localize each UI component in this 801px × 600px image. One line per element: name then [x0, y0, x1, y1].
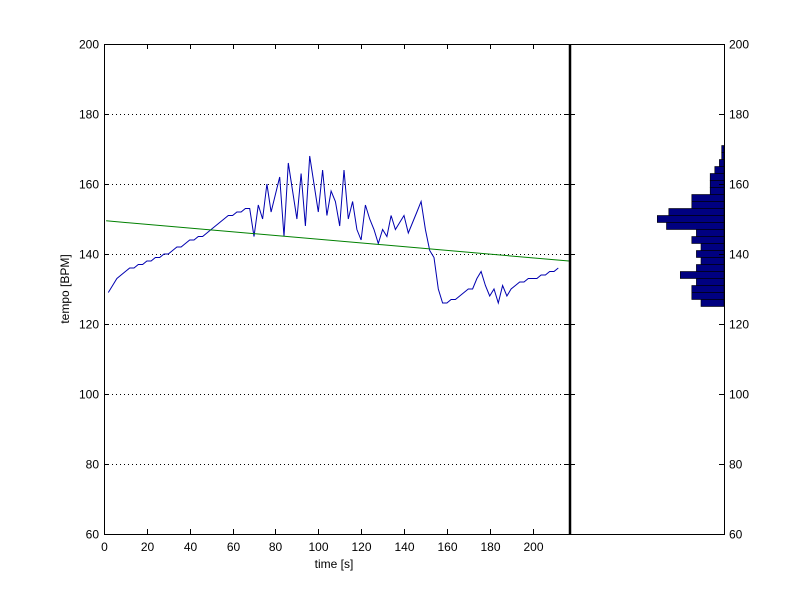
y-tick-label: 60: [86, 528, 100, 542]
histogram-bars: [656, 145, 725, 307]
hist-y-tick-label: 120: [729, 318, 749, 332]
main-plot-lines: [106, 155, 570, 305]
histogram-bar: [668, 208, 725, 216]
histogram-bar: [700, 257, 725, 265]
x-tick-label: 40: [184, 540, 198, 554]
hist-y-tick-label: 180: [729, 108, 749, 122]
y-tick-label: 160: [79, 178, 99, 192]
y-tick-label: 140: [79, 248, 99, 262]
histogram-bar: [656, 215, 725, 223]
histogram-bar: [666, 222, 725, 230]
hist-y-tick-label: 140: [729, 248, 749, 262]
histogram-bar: [709, 173, 725, 181]
histogram-bar: [679, 271, 725, 279]
x-tick-label: 80: [269, 540, 283, 554]
hist-y-tick-label: 100: [729, 388, 749, 402]
main-plot-frame: [104, 44, 570, 535]
main-y-axis: 60 80 100 120 140 160 180 200: [79, 38, 569, 542]
hist-y-tick-label: 60: [729, 528, 743, 542]
histogram-bar: [714, 166, 725, 174]
x-axis-title: time [s]: [315, 557, 354, 571]
x-tick-label: 20: [141, 540, 155, 554]
histogram-bar: [691, 285, 725, 293]
y-tick-label: 80: [86, 458, 100, 472]
histogram-y-axis: 60 80 100 120 140 160 180 200: [570, 38, 749, 542]
y-tick-label: 180: [79, 108, 99, 122]
hist-y-tick-label: 80: [729, 458, 743, 472]
histogram-bar: [721, 152, 725, 160]
histogram-bar: [719, 159, 725, 167]
x-tick-label: 60: [227, 540, 241, 554]
histogram-bar: [721, 145, 725, 153]
main-x-axis: 0 20 40 60 80 100 120 140 160 180 200: [101, 44, 544, 554]
histogram-bar: [691, 236, 725, 244]
histogram-bar: [691, 292, 725, 300]
y-axis-title: tempo [BPM]: [58, 254, 72, 323]
x-tick-label: 180: [480, 540, 500, 554]
x-tick-label: 100: [308, 540, 328, 554]
y-tick-label: 120: [79, 318, 99, 332]
main-grid: [104, 114, 569, 465]
x-tick-label: 160: [437, 540, 457, 554]
trend-line: [106, 220, 570, 262]
y-tick-label: 200: [79, 38, 99, 52]
histogram-bar: [696, 264, 725, 272]
histogram-bar: [696, 229, 725, 237]
histogram-bar: [691, 201, 725, 209]
tempo-series-line: [107, 155, 559, 305]
hist-y-tick-label: 200: [729, 38, 749, 52]
x-tick-label: 200: [523, 540, 543, 554]
hist-y-tick-label: 160: [729, 178, 749, 192]
y-tick-label: 100: [79, 388, 99, 402]
histogram-bar: [709, 187, 725, 195]
x-tick-label: 0: [101, 540, 108, 554]
x-tick-label: 140: [394, 540, 414, 554]
histogram-bar: [700, 299, 725, 307]
histogram-bar: [691, 194, 725, 202]
histogram-bar: [696, 278, 725, 286]
histogram-bar: [700, 243, 725, 251]
x-tick-label: 120: [351, 540, 371, 554]
